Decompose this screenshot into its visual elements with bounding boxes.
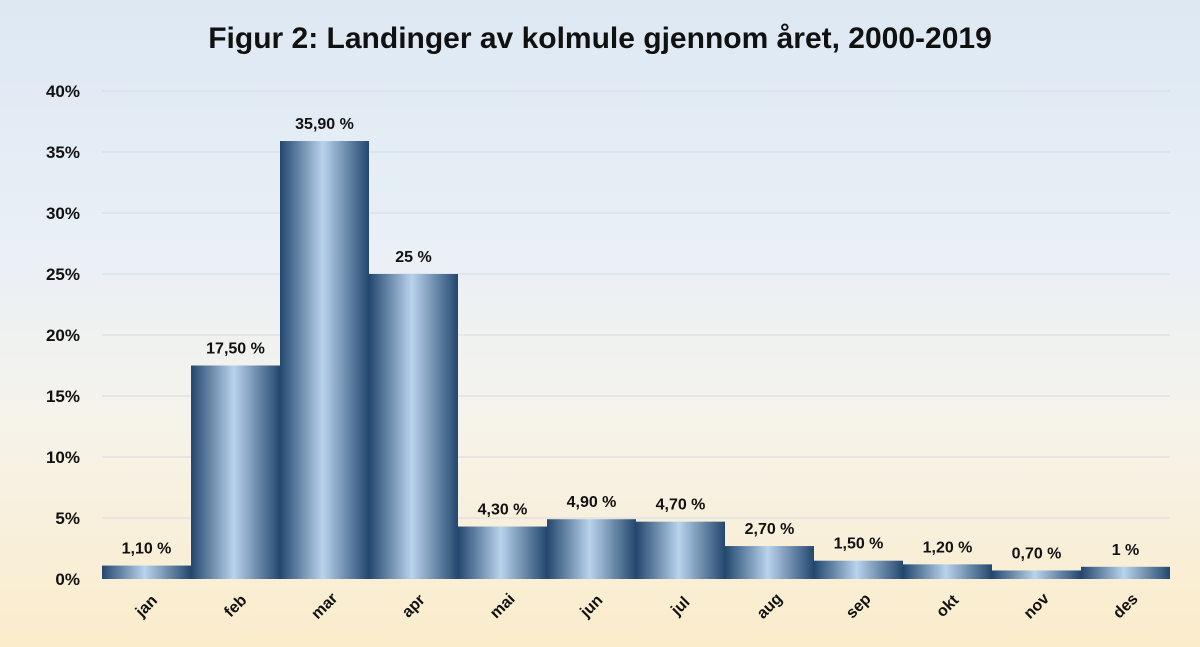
bar-jan: [102, 565, 191, 579]
data-label-aug: 2,70 %: [745, 521, 795, 538]
x-tick-label-feb: feb: [221, 592, 250, 621]
data-label-feb: 17,50 %: [206, 341, 265, 358]
data-label-jul: 4,70 %: [656, 497, 706, 514]
bar-nov: [992, 570, 1081, 579]
y-tick-label: 40%: [46, 82, 80, 101]
x-tick-label-sep: sep: [843, 590, 875, 622]
x-tick-label-jan: jan: [132, 592, 161, 621]
data-labels: 1,10 % 17,50 % 35,90 % 25 % 4,30 % 4,90 % 4,70…: [122, 116, 1140, 562]
bar-des: [1081, 566, 1170, 579]
y-tick-label: 0%: [55, 570, 80, 589]
data-label-des: 1 %: [1112, 542, 1140, 559]
x-tick-label-jun: jun: [577, 592, 607, 622]
x-tick-label-des: des: [1110, 591, 1142, 623]
y-tick-label: 20%: [46, 326, 80, 345]
bar-jun: [547, 519, 636, 579]
chart-title: Figur 2: Landinger av kolmule gjennom år…: [208, 22, 992, 55]
data-label-nov: 0,70 %: [1012, 545, 1062, 562]
bars: [102, 141, 1170, 579]
bar-jul: [636, 521, 725, 579]
x-axis: jan feb mar apr mai jun jul aug sep okt nov des: [132, 590, 1142, 623]
x-tick-label-okt: okt: [933, 591, 962, 620]
bar-okt: [903, 564, 992, 579]
data-label-jan: 1,10 %: [122, 541, 172, 558]
y-tick-label: 10%: [46, 448, 80, 467]
y-tick-label: 35%: [46, 143, 80, 162]
bar-apr: [369, 274, 458, 579]
data-label-jun: 4,90 %: [567, 494, 617, 511]
x-tick-label-apr: apr: [399, 592, 429, 622]
data-label-mar: 35,90 %: [295, 116, 354, 133]
x-tick-label-jul: jul: [668, 594, 694, 620]
data-label-apr: 25 %: [395, 249, 431, 266]
bar-aug: [725, 546, 814, 579]
data-label-okt: 1,20 %: [923, 539, 973, 556]
y-tick-label: 5%: [55, 509, 80, 528]
data-label-sep: 1,50 %: [834, 536, 884, 553]
bar-feb: [191, 365, 280, 579]
y-tick-label: 25%: [46, 265, 80, 284]
bar-mar: [280, 141, 369, 579]
bar-sep: [814, 560, 903, 579]
x-tick-label-mar: mar: [308, 590, 341, 623]
y-tick-label: 15%: [46, 387, 80, 406]
x-tick-label-nov: nov: [1021, 590, 1053, 622]
x-tick-label-mai: mai: [487, 591, 519, 623]
x-tick-label-aug: aug: [754, 590, 786, 622]
y-axis: 0% 5% 10% 15% 20% 25% 30% 35% 40%: [46, 82, 80, 589]
bar-mai: [458, 526, 547, 579]
data-label-mai: 4,30 %: [478, 502, 528, 519]
y-tick-label: 30%: [46, 204, 80, 223]
